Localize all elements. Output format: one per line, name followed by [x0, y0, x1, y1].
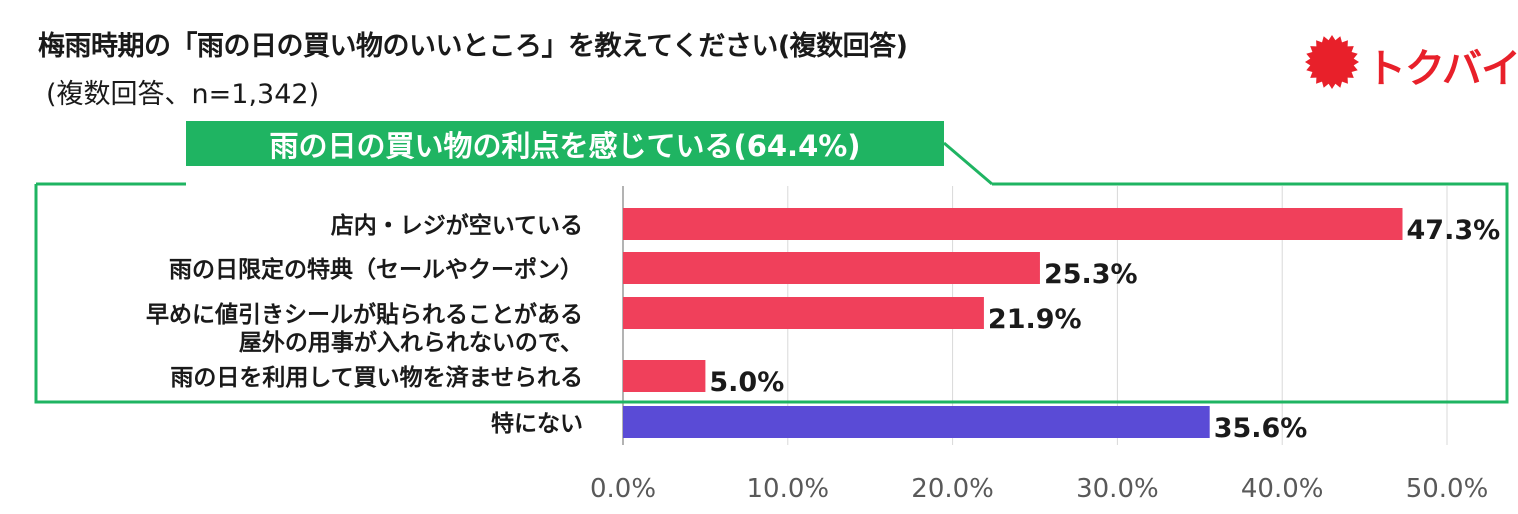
- data-label: 47.3%: [1407, 215, 1501, 246]
- callout-border: [34, 182, 1509, 404]
- bar: [623, 252, 1040, 284]
- data-label: 21.9%: [988, 304, 1082, 335]
- bar: [623, 360, 706, 392]
- bar: [623, 406, 1210, 438]
- x-tick-label: 40.0%: [1241, 474, 1324, 504]
- x-tick-label: 30.0%: [1076, 474, 1159, 504]
- category-label: 早めに値引きシールが貼られることがある: [146, 301, 583, 328]
- category-label: 特にない: [491, 411, 583, 437]
- category-label: 雨の日限定の特典（セールやクーポン）: [169, 256, 583, 283]
- category-label: 雨の日を利用して買い物を済ませられる: [170, 364, 583, 391]
- data-label: 25.3%: [1044, 259, 1138, 290]
- callout-connector: [943, 141, 993, 186]
- data-label: 5.0%: [709, 367, 784, 398]
- sun-icon: [1305, 35, 1359, 89]
- tokubai-logo: トクバイ: [1304, 34, 1518, 92]
- category-label: 店内・レジが空いている: [331, 212, 583, 239]
- callout-label: 雨の日の買い物の利点を感じている(64.4%): [186, 121, 944, 166]
- data-label: 35.6%: [1214, 413, 1308, 444]
- x-tick-label: 10.0%: [746, 474, 829, 504]
- bar: [623, 208, 1403, 240]
- x-tick-label: 50.0%: [1406, 474, 1489, 504]
- chart-subtitle: (複数回答、n=1,342): [46, 79, 320, 110]
- bar: [623, 297, 984, 329]
- logo-text: トクバイ: [1366, 46, 1518, 92]
- chart-title: 梅雨時期の「雨の日の買い物のいいところ」を教えてください(複数回答): [38, 31, 908, 62]
- category-label: 屋外の用事が入れられないので、: [239, 329, 583, 356]
- x-tick-label: 20.0%: [911, 474, 994, 504]
- x-tick-label: 0.0%: [590, 474, 656, 504]
